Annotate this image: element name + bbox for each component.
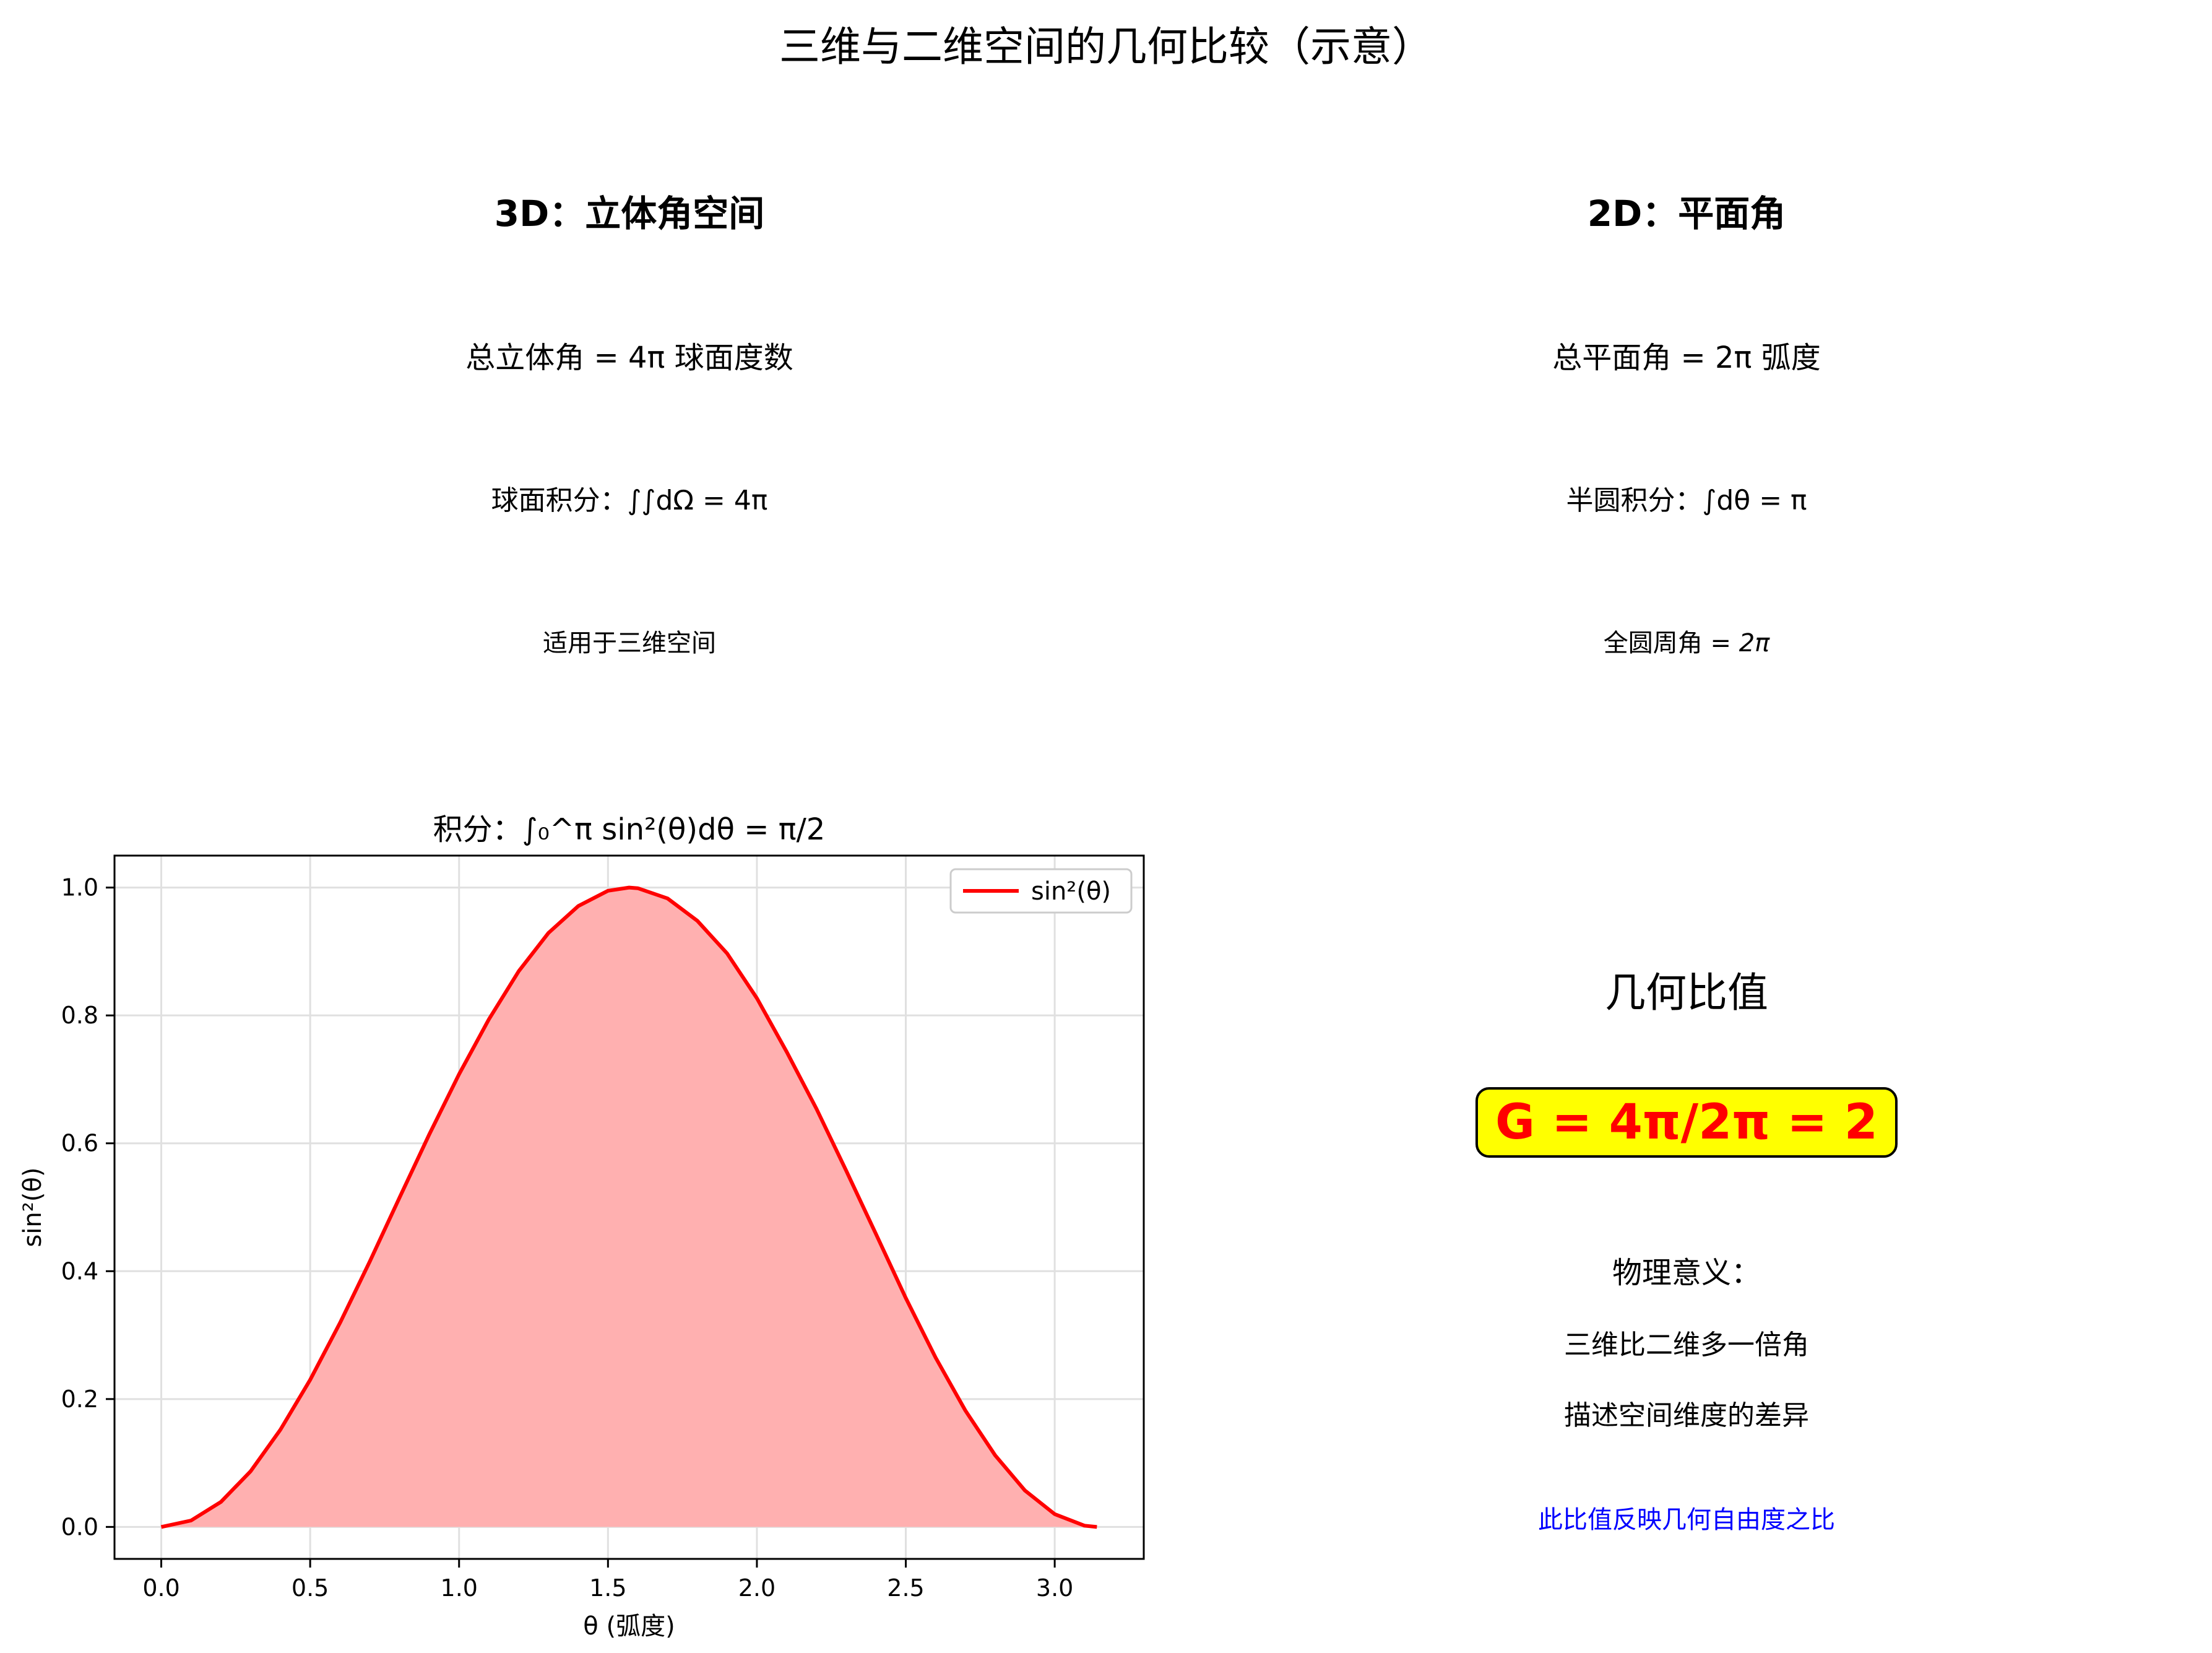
y-tick-label: 0.2 <box>61 1386 98 1413</box>
x-tick-label: 0.0 <box>142 1574 179 1602</box>
left-panel-line3: 适用于三维空间 <box>543 629 716 657</box>
legend: sin²(θ) <box>949 868 1133 914</box>
sin2-curve <box>160 885 1097 1529</box>
figure-title: 三维与二维空间的几何比较（示意） <box>779 23 1433 71</box>
x-tick-label: 2.0 <box>738 1574 775 1602</box>
y-tick-label: 0.6 <box>61 1130 98 1157</box>
x-tick-label: 2.5 <box>887 1574 924 1602</box>
explain-note: 此比值反映几何自由度之比 <box>1538 1506 1835 1534</box>
explain-line1: 三维比二维多一倍角 <box>1564 1329 1809 1361</box>
conclusion-title: 几何比值 <box>1605 969 1768 1017</box>
y-tick-label: 0.0 <box>61 1513 98 1540</box>
x-tick-label: 1.0 <box>441 1574 478 1602</box>
area-fill <box>161 887 1097 1527</box>
right-panel-line3-value: 2π <box>1739 629 1770 657</box>
left-panel-title: 3D：立体角空间 <box>494 193 765 235</box>
left-panel-line2: 球面积分：∫∫dΩ = 4π <box>491 485 768 516</box>
y-tick-label: 0.4 <box>61 1257 98 1285</box>
formula-box: G = 4π/2π = 2 <box>1475 1087 1898 1158</box>
plot-frame <box>113 854 1145 1560</box>
left-panel-line1: 总立体角 = 4π 球面度数 <box>465 341 793 375</box>
explain-title: 物理意义： <box>1612 1256 1761 1290</box>
chart-title: 积分：∫₀^π sin²(θ)dθ = π/2 <box>433 812 826 847</box>
x-axis-label: θ (弧度) <box>583 1612 675 1641</box>
explain-line2: 描述空间维度的差异 <box>1564 1400 1809 1431</box>
legend-box <box>949 868 1133 914</box>
legend-label: sin²(θ) <box>1031 877 1111 906</box>
right-panel-title: 2D：平面角 <box>1587 193 1786 235</box>
right-panel-line3-prefix: 全圆周角 = <box>1603 629 1739 657</box>
x-tick-label: 3.0 <box>1036 1574 1073 1602</box>
right-panel-line1: 总平面角 = 2π 弧度 <box>1552 341 1821 375</box>
x-tick-label: 1.5 <box>589 1574 626 1602</box>
y-axis-label: sin²(θ) <box>19 1167 47 1247</box>
ticks: 0.0 0.5 1.0 1.5 2.0 2.5 3.0 0.0 0.2 0.4 0.6 0.8 1.0 <box>61 874 1074 1602</box>
y-tick-label: 0.8 <box>61 1002 98 1029</box>
right-panel-line2: 半圆积分：∫dθ = π <box>1566 485 1807 516</box>
y-tick-label: 1.0 <box>61 874 98 901</box>
x-tick-label: 0.5 <box>292 1574 329 1602</box>
right-panel-line3: 全圆周角 = 2π <box>1604 623 1769 659</box>
